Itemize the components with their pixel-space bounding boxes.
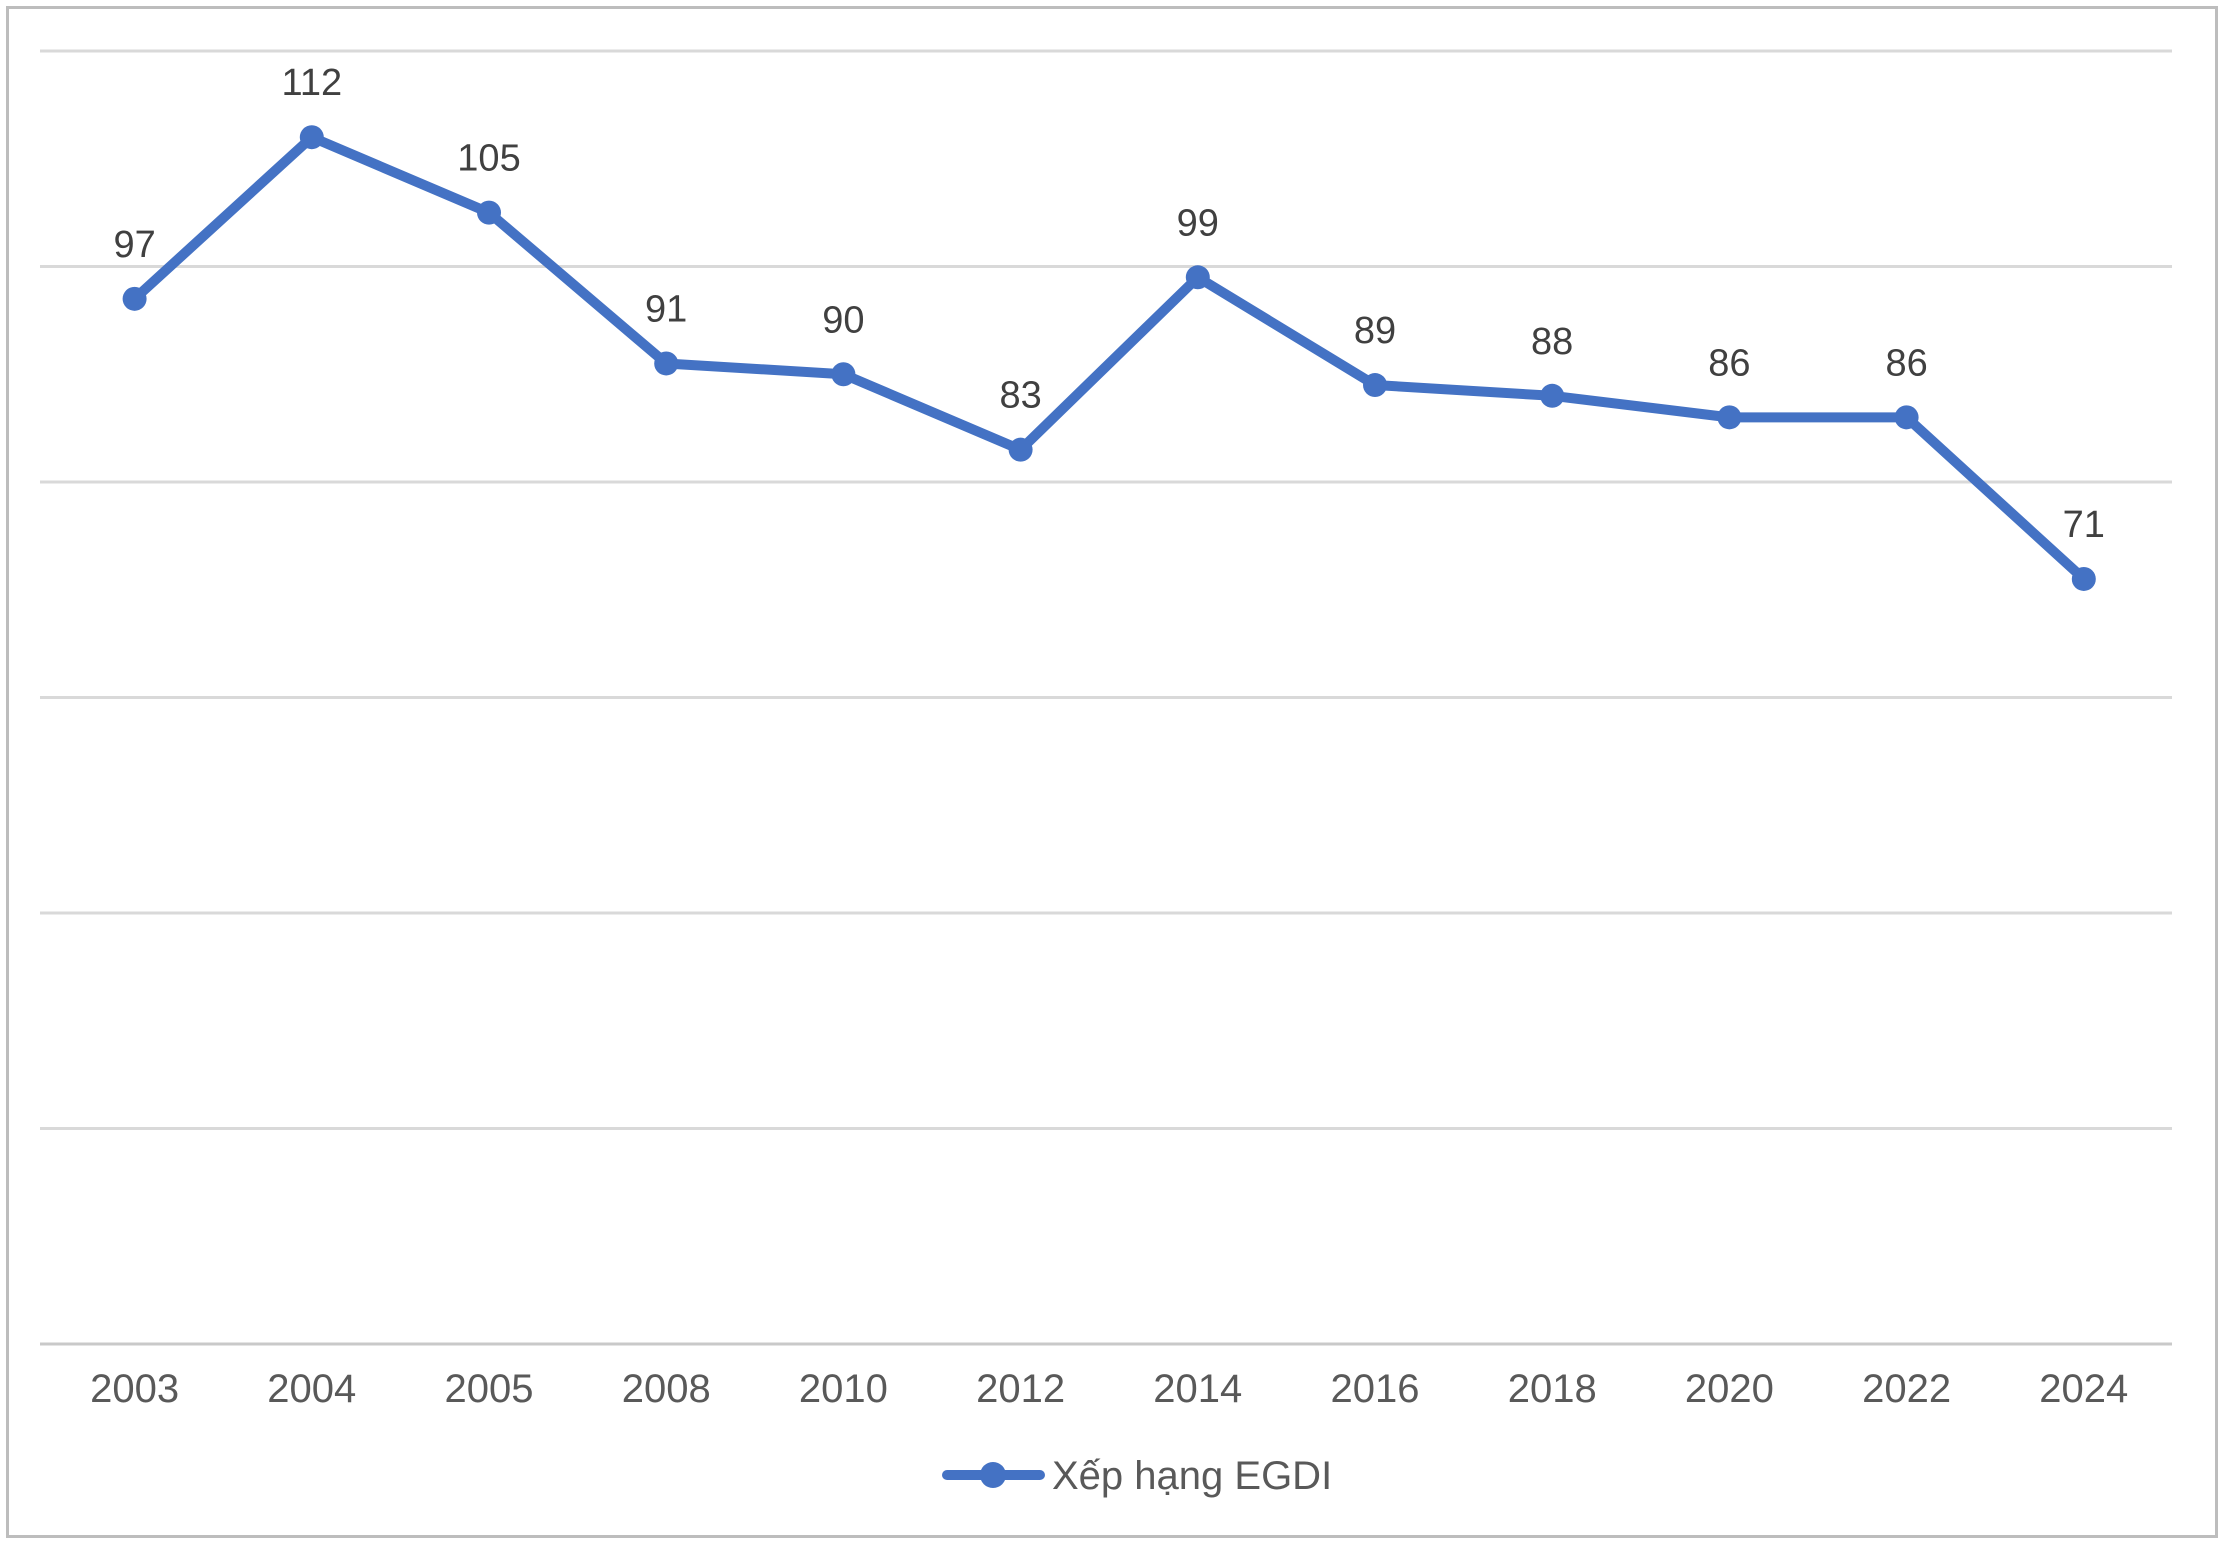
data-point	[2071, 566, 2096, 591]
x-axis-label: 2005	[445, 1367, 534, 1411]
legend-dot-marker-icon	[980, 1462, 1006, 1488]
data-label: 89	[1354, 310, 1396, 352]
data-label: 112	[282, 62, 343, 104]
data-point	[1008, 437, 1033, 462]
x-axis-label: 2010	[799, 1367, 888, 1411]
data-point	[122, 286, 147, 311]
data-point	[1363, 373, 1387, 398]
data-point	[299, 125, 324, 150]
gridlines	[40, 49, 2172, 1346]
data-label: 99	[1177, 202, 1219, 244]
x-axis-label: 2022	[1862, 1367, 1951, 1411]
x-axis-label: 2024	[2039, 1367, 2128, 1411]
data-point	[654, 351, 679, 376]
data-label: 83	[999, 375, 1041, 417]
data-label: 88	[1531, 321, 1573, 363]
x-axis-label: 2018	[1508, 1367, 1597, 1411]
data-label: 105	[457, 138, 520, 180]
x-axis-label: 2016	[1331, 1367, 1420, 1411]
data-point	[477, 200, 501, 225]
x-axis-label: 2014	[1153, 1367, 1242, 1411]
x-axis-label: 2004	[267, 1367, 356, 1411]
data-point	[1894, 405, 1919, 430]
x-axis-labels-group: 2003 2004 2005 2008 2010 2012 2014 2016 2018 2020…	[90, 1367, 2128, 1411]
legend-series-label: Xếp hạng EGDI	[1052, 1454, 1332, 1498]
chart-legend: Xếp hạng EGDI	[942, 1454, 1332, 1498]
data-label: 90	[822, 299, 864, 341]
chart-outer-border	[6, 6, 2218, 1538]
series-line	[129, 132, 2089, 584]
data-labels-group: 97 112 105 91 90 83 99 89 88 86 86 71	[113, 62, 2104, 546]
data-point	[1540, 383, 1565, 408]
data-label: 97	[113, 224, 155, 266]
data-label: 86	[1708, 342, 1750, 384]
x-axis-label: 2012	[976, 1367, 1065, 1411]
data-label: 86	[1885, 342, 1927, 384]
series-line-group	[122, 125, 2096, 591]
data-point	[1185, 265, 1210, 290]
data-label: 71	[2063, 504, 2105, 546]
x-axis-label: 2020	[1685, 1367, 1774, 1411]
data-label: 91	[645, 288, 687, 330]
x-axis-label: 2003	[90, 1367, 179, 1411]
data-point	[1717, 405, 1742, 430]
x-axis-label: 2008	[622, 1367, 711, 1411]
data-point	[831, 362, 856, 387]
